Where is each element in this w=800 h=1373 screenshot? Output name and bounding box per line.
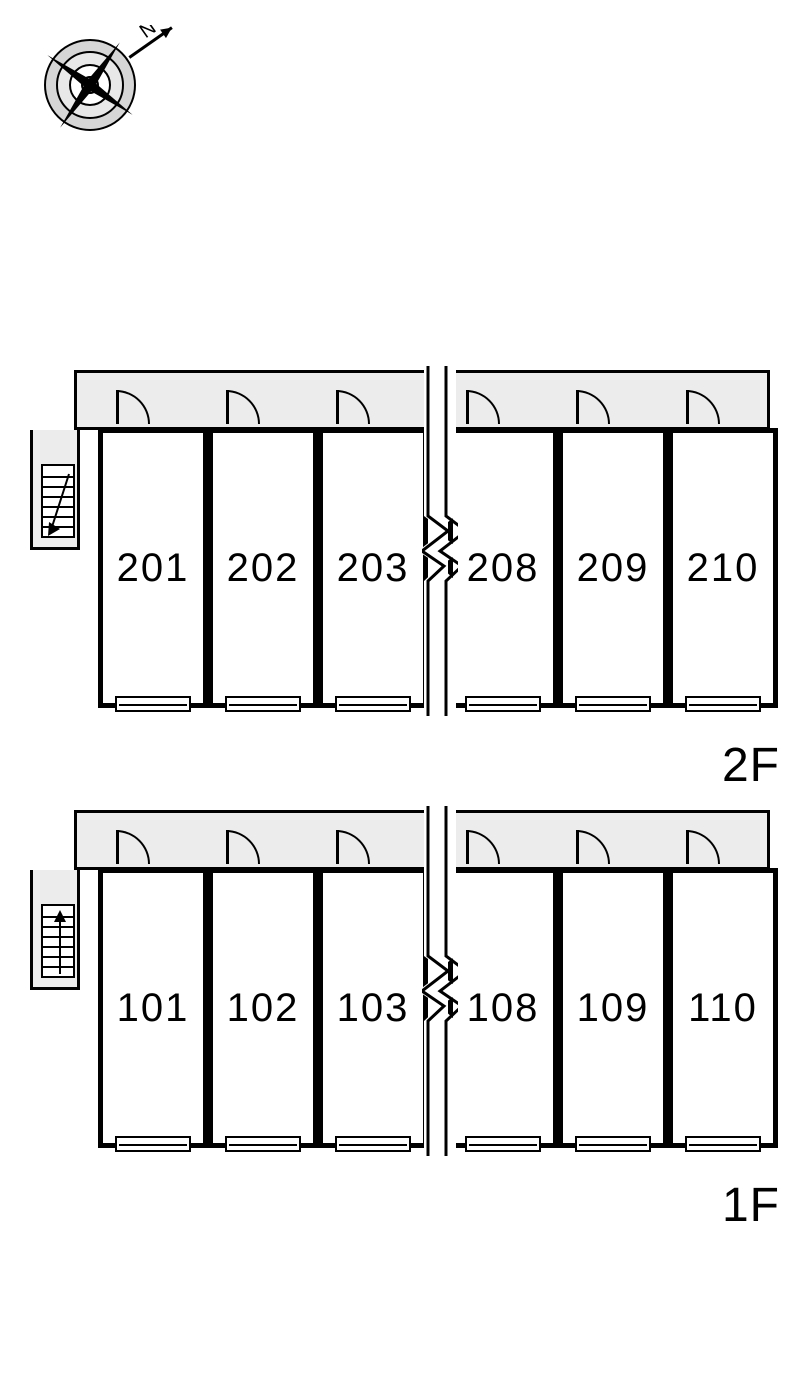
window-icon: [685, 1136, 761, 1152]
room-number: 108: [467, 986, 540, 1031]
room: 203: [318, 428, 428, 708]
room: 103: [318, 868, 428, 1148]
rooms-left: 201 202 203: [98, 428, 428, 708]
window-icon: [335, 696, 411, 712]
door-icon: [686, 824, 720, 864]
door-icon: [116, 384, 150, 424]
room: 101: [98, 868, 208, 1148]
room: 209: [558, 428, 668, 708]
room: 202: [208, 428, 318, 708]
door-icon: [336, 824, 370, 864]
window-icon: [115, 696, 191, 712]
room: 210: [668, 428, 778, 708]
floor-2f: 201 202 203 208 209 210: [30, 370, 770, 730]
door-icon: [226, 384, 260, 424]
rooms-left: 101 102 103: [98, 868, 428, 1148]
floor-1f: 101 102 103 108 109 110: [30, 810, 770, 1170]
window-icon: [465, 1136, 541, 1152]
floor-label: 1F: [722, 1178, 780, 1233]
window-icon: [685, 696, 761, 712]
room-number: 201: [117, 546, 190, 591]
window-icon: [335, 1136, 411, 1152]
room: 102: [208, 868, 318, 1148]
compass-icon: N: [35, 25, 205, 145]
door-icon: [466, 384, 500, 424]
door-icon: [226, 824, 260, 864]
room-number: 101: [117, 986, 190, 1031]
door-icon: [336, 384, 370, 424]
room: 108: [448, 868, 558, 1148]
door-icon: [686, 384, 720, 424]
room: 110: [668, 868, 778, 1148]
room-number: 102: [227, 986, 300, 1031]
room-number: 109: [577, 986, 650, 1031]
door-icon: [466, 824, 500, 864]
door-icon: [576, 384, 610, 424]
room-number: 203: [337, 546, 410, 591]
room-number: 208: [467, 546, 540, 591]
window-icon: [225, 1136, 301, 1152]
window-icon: [575, 1136, 651, 1152]
door-icon: [576, 824, 610, 864]
room: 109: [558, 868, 668, 1148]
room-number: 110: [688, 986, 758, 1031]
stairwell: [30, 870, 80, 990]
rooms-right: 108 109 110: [448, 868, 770, 1148]
floor-plan-canvas: N 201 202 203 208 209 210 2F 101 102 103 108 109 11…: [0, 0, 800, 1373]
window-icon: [225, 696, 301, 712]
room: 201: [98, 428, 208, 708]
room-number: 209: [577, 546, 650, 591]
window-icon: [575, 696, 651, 712]
room-number: 210: [687, 546, 760, 591]
window-icon: [465, 696, 541, 712]
room: 208: [448, 428, 558, 708]
stairwell: [30, 430, 80, 550]
window-icon: [115, 1136, 191, 1152]
rooms-right: 208 209 210: [448, 428, 770, 708]
room-number: 202: [227, 546, 300, 591]
stairs-icon: [41, 904, 75, 978]
room-number: 103: [337, 986, 410, 1031]
floor-label: 2F: [722, 738, 780, 793]
door-icon: [116, 824, 150, 864]
stairs-icon: [41, 464, 75, 538]
